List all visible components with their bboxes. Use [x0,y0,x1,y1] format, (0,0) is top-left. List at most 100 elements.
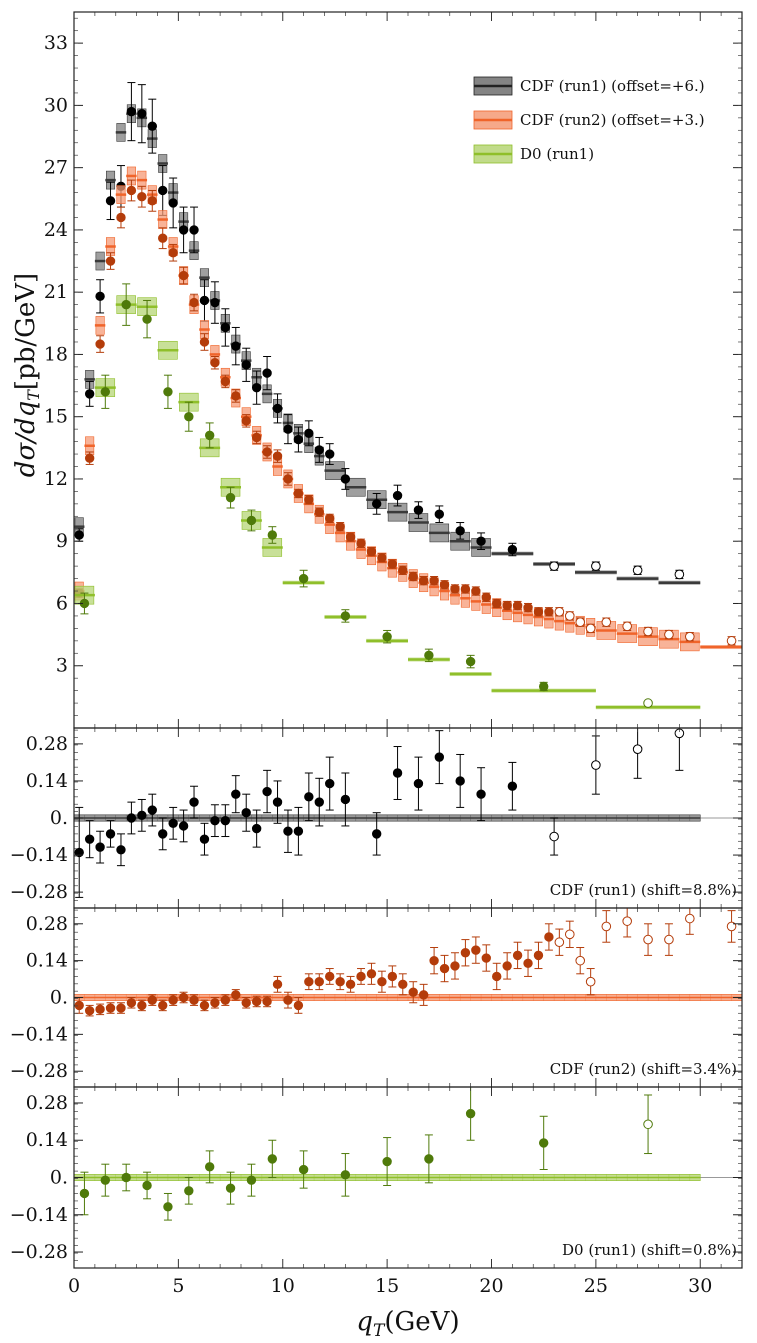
data-point [304,495,314,505]
ratio-point [293,1000,304,1011]
ratio-point [168,818,178,828]
ratio-point [523,958,533,968]
data-point [126,106,137,117]
data-point [251,432,262,443]
y-tick-label: 21 [44,281,68,303]
y-axis-title: dσ/dqT[pb/GeV] [11,273,43,477]
data-point [184,411,194,422]
x-tick-label: 0 [68,1275,80,1297]
data-point [408,571,418,582]
data-point [382,631,392,642]
data-point [465,656,476,667]
ratio-point-open [643,1119,653,1130]
ratio-point [434,752,445,762]
data-point-open [585,623,596,634]
ratio-point [251,996,262,1007]
ratio-point [429,955,439,966]
ratio-point-open [664,934,674,945]
panel-frame-0: 3 6 9 12 15 18 21 24 27 30 33 [44,11,743,729]
data-point [272,403,283,414]
ratio-point [231,990,241,1000]
y-tick-label: 0.28 [26,913,68,935]
y-tick-label: 15 [44,406,68,428]
data-point [126,185,137,196]
ratio-point [538,1138,549,1148]
ratio-point [476,789,486,799]
ratio-point [147,805,157,815]
ratio-panel-label: D0 (run1) (shift=0.8%) [562,1241,737,1259]
data-point [325,513,335,524]
data-point [455,526,465,536]
ratio-point [158,1000,168,1011]
ratio-point [382,1156,392,1167]
series-2 [74,283,701,710]
data-point [267,530,278,540]
data-point [158,185,168,196]
y-tick-label: −0.14 [10,1204,68,1226]
data-point [314,507,324,517]
ratio-point [314,797,324,807]
data-point [345,532,356,542]
y-tick-label: 0. [50,987,68,1009]
data-point-open [591,561,601,571]
panel-frame-3: −0.28 −0.14 0. 0.14 0.28 0 5 10 15 20 25 30 [10,1086,743,1297]
data-point [220,376,231,387]
ratio-point [398,979,408,990]
y-tick-label: 27 [44,157,68,179]
ratio-point [199,1000,210,1011]
main-panel [74,82,742,710]
data-point [335,521,345,532]
panel-border [73,1086,743,1269]
ratio-point-open [622,916,632,926]
y-tick-label: 33 [44,32,68,54]
y-tick-label: −0.28 [10,1241,68,1263]
ratio-point [325,778,335,789]
ratio-point [304,977,314,987]
data-point-open [549,561,559,571]
ratio-point [220,815,231,826]
data-point [251,382,262,393]
ratio-point [392,768,403,778]
ratio-point-open [601,921,612,932]
ratio-point [272,979,283,990]
data-point [387,559,398,569]
ratio-point [178,821,189,831]
ratio-point-open [585,976,596,987]
ratio-point [126,998,137,1008]
data-point [74,530,84,540]
data-point [418,575,429,586]
ratio-point [204,1162,215,1172]
data-point [105,196,116,206]
ratio-point [189,995,199,1005]
ratio-point-open [564,929,575,940]
ratio-point [481,953,491,963]
data-point [272,451,283,461]
data-point [429,575,439,586]
ratio-point [492,971,502,982]
ratio-point [340,1170,351,1180]
data-point [100,387,111,397]
ratio-point [116,845,126,855]
data-point [413,505,424,515]
data-point [231,341,241,351]
ratio-point-open [685,913,695,924]
ratio-point [356,971,366,982]
ratio-panel-2 [74,908,742,1017]
data-point [377,553,387,563]
data-point [502,600,512,611]
data-point [178,270,189,281]
data-point [147,121,157,131]
ratio-point [267,1154,278,1164]
ratio-point [231,789,241,799]
ratio-panel-1 [74,728,742,898]
y-tick-label: −0.28 [10,881,68,903]
data-point-open [643,626,653,637]
ratio-point [366,969,377,979]
ratio-point [121,1172,131,1183]
ratio-point [241,808,251,818]
plot-layers: 3 6 9 12 15 18 21 24 27 30 33 CDF (run1) (offset=+6… [10,11,743,1297]
data-point [392,490,403,501]
data-point [163,387,173,397]
